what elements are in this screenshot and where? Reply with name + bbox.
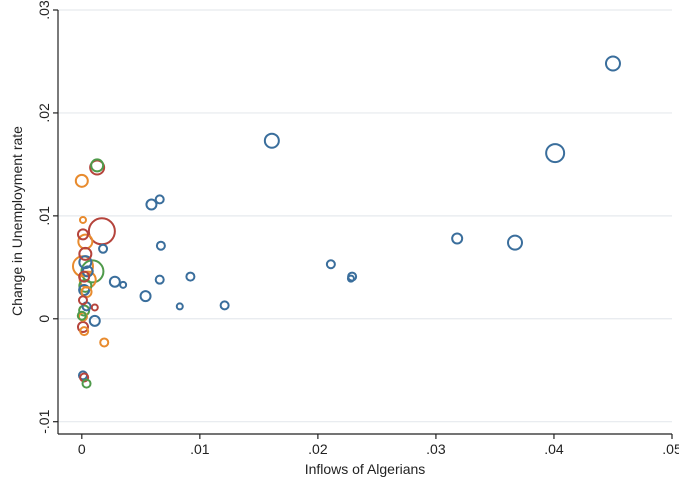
data-point (108, 275, 121, 288)
data-point (78, 215, 87, 224)
data-point (77, 295, 88, 306)
y-axis-ticks: -.01 0 .01 .02 .03 (36, 0, 58, 434)
data-point (185, 271, 196, 282)
data-point (78, 278, 93, 293)
data-point (175, 302, 184, 311)
plot-area (58, 8, 672, 434)
data-point (79, 326, 90, 337)
data-point (145, 198, 158, 211)
data-point (90, 303, 99, 312)
data-point (346, 274, 355, 283)
x-axis-ticks: 0 .01 .02 .03 .04 .05 (78, 434, 679, 457)
y-tick-label: .01 (36, 206, 52, 226)
data-point (263, 132, 280, 149)
y-tick-label: 0 (36, 315, 52, 323)
data-point (78, 283, 91, 296)
data-point (76, 321, 89, 334)
x-axis-title: Inflows of Algerians (305, 461, 426, 477)
data-point (89, 159, 106, 176)
data-point (78, 246, 93, 261)
data-point (325, 259, 336, 270)
data-point (155, 240, 166, 251)
data-point (545, 143, 566, 164)
data-point (81, 378, 92, 389)
data-point (507, 234, 524, 251)
data-point (78, 270, 91, 283)
data-point (604, 55, 621, 72)
data-point (154, 274, 165, 285)
x-tick-label: .02 (308, 441, 328, 457)
x-tick-label: .01 (190, 441, 210, 457)
x-tick-label: .05 (662, 441, 679, 457)
data-point (90, 158, 105, 173)
x-tick-label: 0 (78, 441, 86, 457)
data-point (219, 300, 230, 311)
data-point (99, 337, 110, 348)
x-tick-label: .03 (426, 441, 446, 457)
data-point (139, 290, 152, 303)
y-tick-label: .03 (36, 0, 52, 20)
data-point (119, 280, 128, 289)
data-points (71, 55, 621, 389)
data-point (154, 194, 165, 205)
data-point (76, 228, 89, 241)
grid-lines (58, 9, 672, 423)
data-point (451, 232, 464, 245)
data-point (76, 310, 87, 321)
data-point (78, 255, 93, 270)
x-tick-label: .04 (544, 441, 564, 457)
y-tick-label: -.01 (36, 409, 52, 433)
data-point (74, 173, 89, 188)
y-tick-label: .02 (36, 103, 52, 123)
data-point (88, 314, 101, 327)
y-axis-title: Change in Unemployment rate (9, 126, 25, 316)
data-point (98, 243, 109, 254)
